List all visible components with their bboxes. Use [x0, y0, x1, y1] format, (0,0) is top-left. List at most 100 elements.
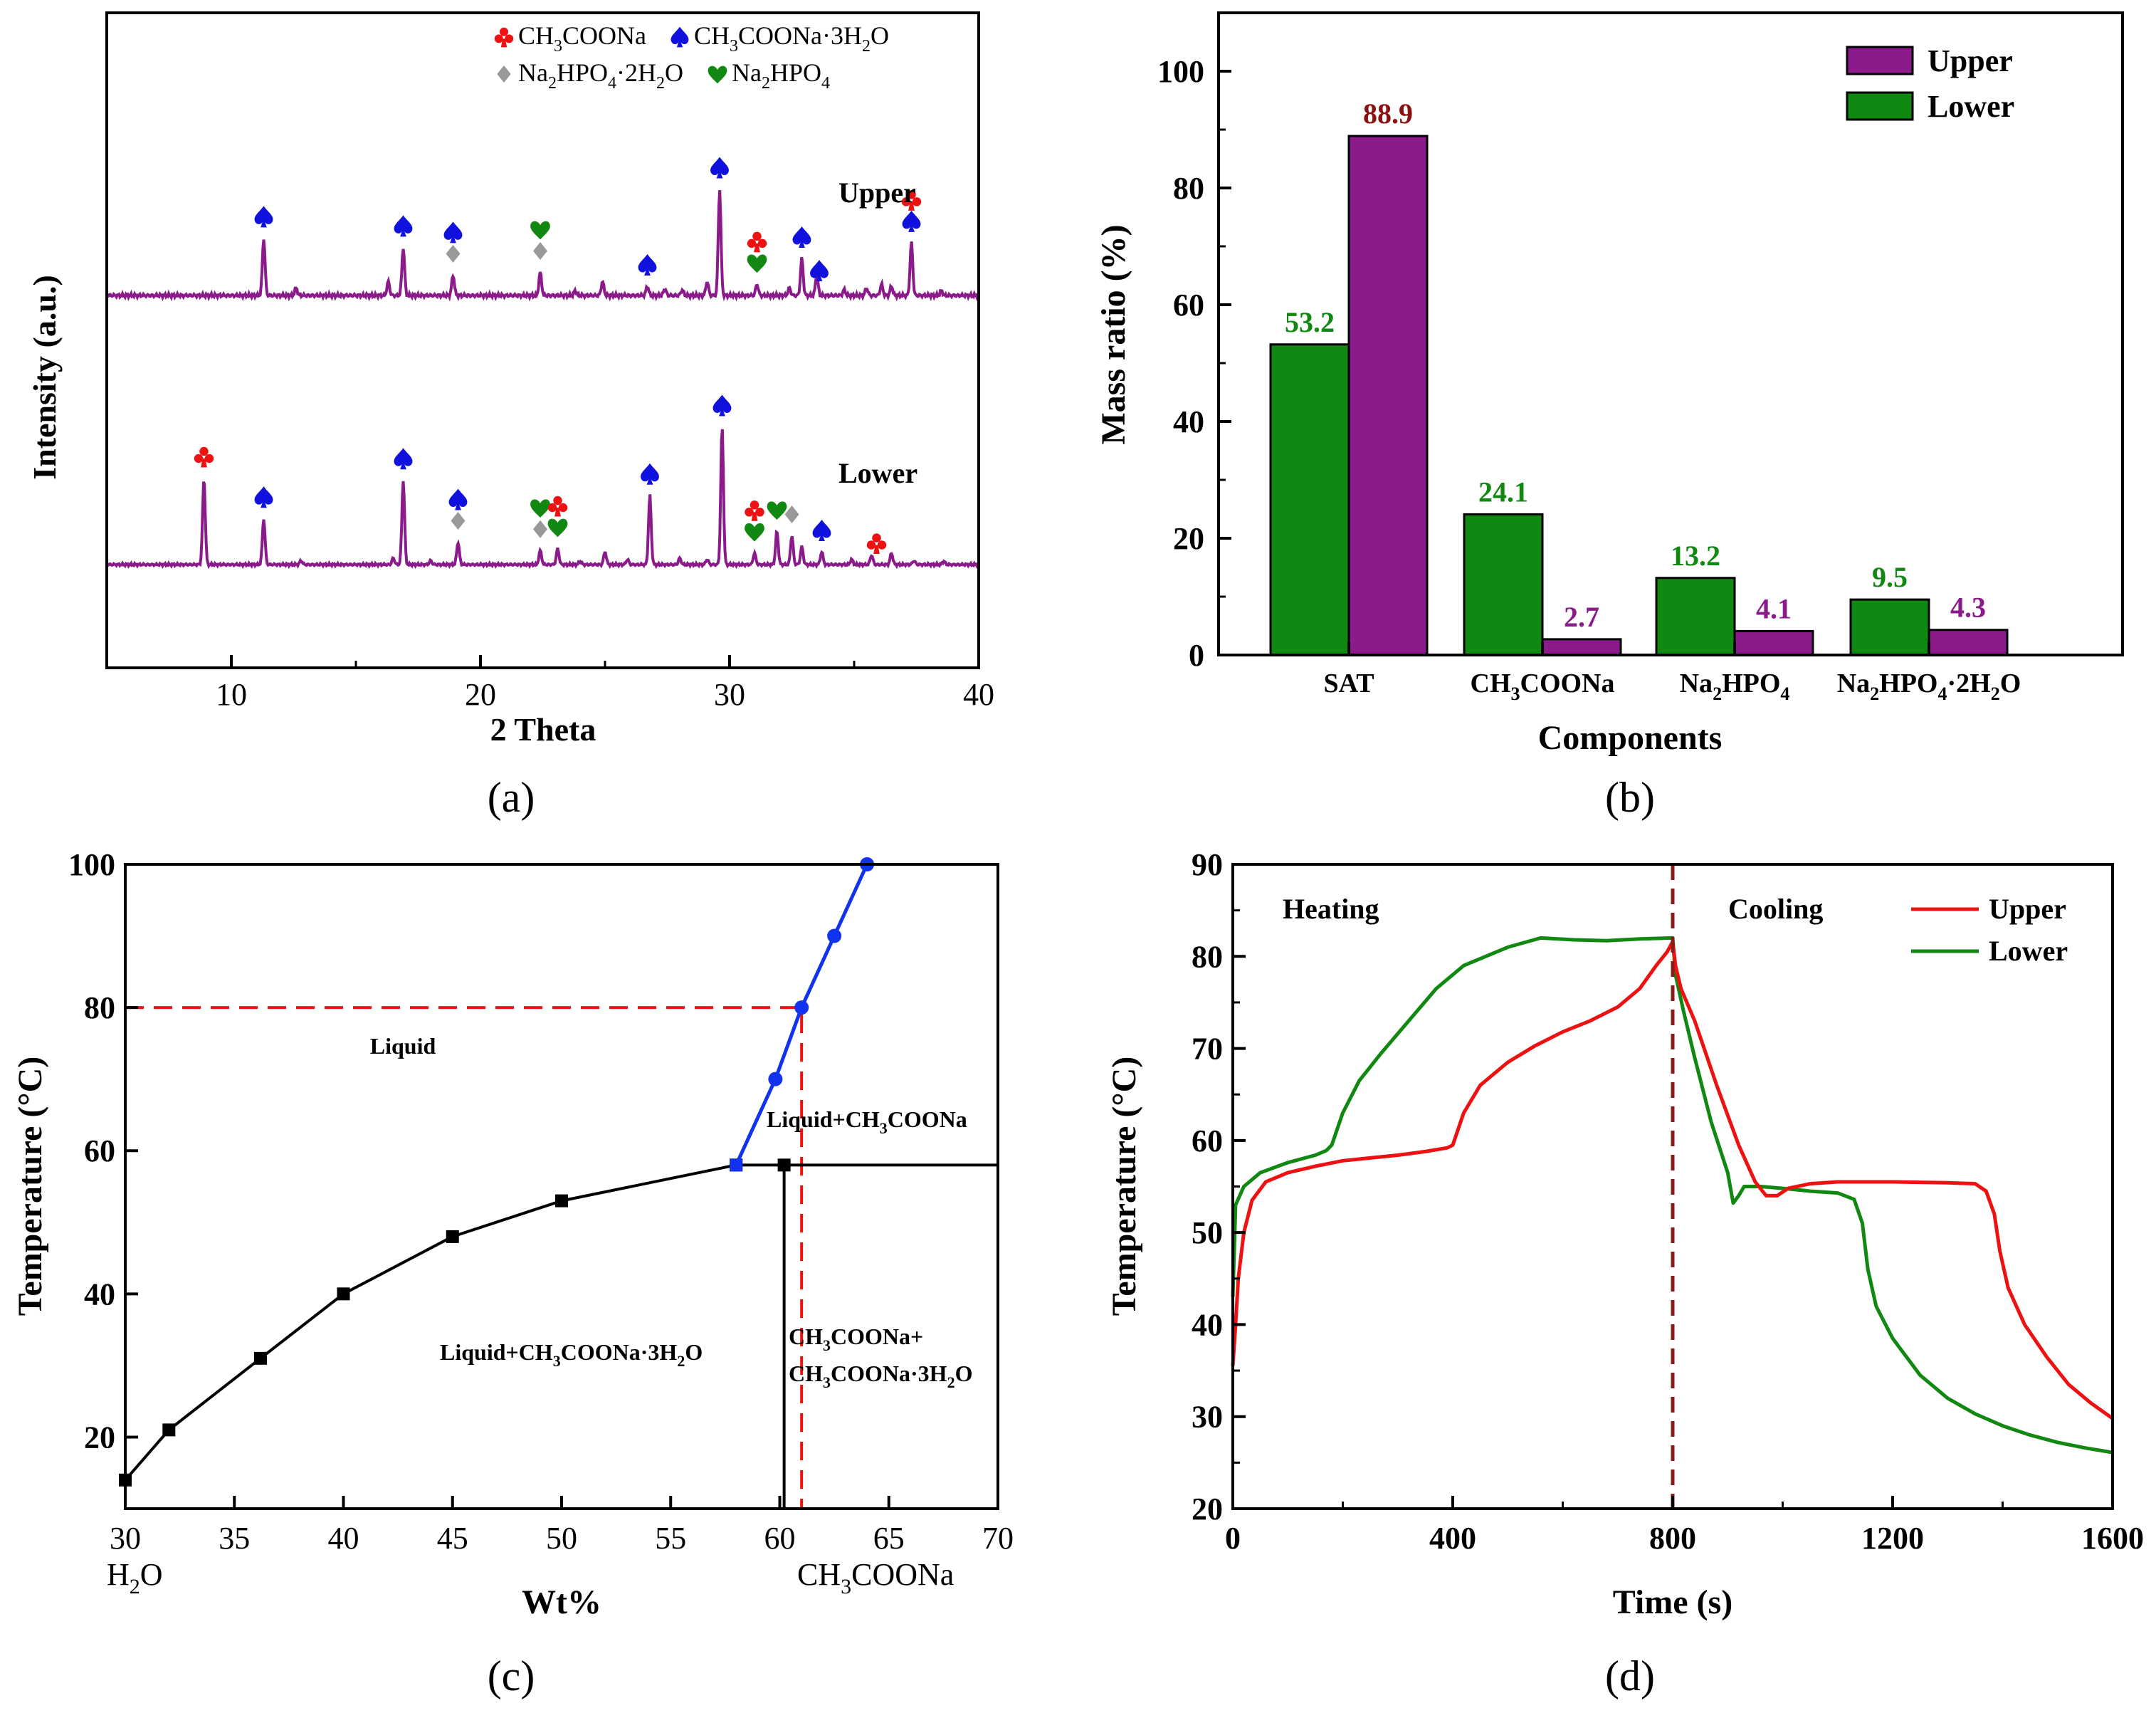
bar-lower: [1849, 598, 1930, 656]
spade-icon: [712, 394, 732, 417]
bar-lower: [1269, 343, 1350, 656]
subscript: 4: [1780, 683, 1789, 704]
club-lobe: [755, 508, 764, 517]
x-end-label-h2o: H2O: [107, 1557, 163, 1598]
formula-text: CH: [789, 1324, 823, 1349]
bar-upper: [1541, 638, 1622, 656]
bar-upper: [1928, 629, 2009, 656]
x-tick-label: 55: [655, 1521, 686, 1556]
club-stem: [754, 243, 760, 253]
spade-shape: [792, 226, 811, 248]
formula-text: SAT: [1323, 669, 1374, 698]
subscript: 3: [1511, 683, 1520, 704]
region-liquid-ch3coona: Liquid+CH3COONa: [767, 1106, 967, 1137]
heart-shape: [530, 499, 550, 518]
club-lobe: [747, 239, 757, 248]
diamond-icon: [533, 242, 547, 260]
club-stem: [751, 512, 758, 521]
spade-icon: [812, 520, 831, 541]
panel-c-ylabel: Temperature (°C): [11, 1057, 49, 1316]
formula-text: COONa·3H: [738, 21, 862, 50]
club-lobe: [558, 503, 568, 513]
club-lobe: [505, 34, 514, 43]
bar-label-lower: 24.1: [1478, 476, 1528, 508]
region-liquid: Liquid: [370, 1033, 436, 1059]
panel-a-frame: [105, 11, 980, 669]
x-tick-label: 45: [437, 1521, 468, 1556]
data-point-square: [730, 1158, 743, 1172]
panel-b-letter: (b): [1605, 774, 1655, 821]
x-tick-label: 60: [764, 1521, 796, 1556]
y-tick-label: 80: [1173, 171, 1204, 206]
diamond-shape: [497, 66, 511, 83]
club-icon: [494, 27, 514, 48]
subscript: 2: [130, 1575, 140, 1598]
bar-upper: [1733, 629, 1814, 656]
formula-text: HPO: [557, 58, 608, 87]
y-tick-label: 40: [1173, 404, 1204, 439]
spade-icon: [638, 254, 657, 276]
y-tick-label: 20: [1173, 521, 1204, 556]
bar-label-upper: 2.7: [1564, 601, 1599, 633]
xrd-trace-upper: [105, 189, 980, 302]
panel-d-legend: Upper Lower: [1911, 893, 2068, 967]
x-tick-label: 65: [873, 1521, 905, 1556]
club-lobe: [494, 34, 503, 43]
diamond-icon: [451, 512, 466, 530]
data-point-square: [777, 1158, 791, 1172]
heart-icon: [708, 66, 727, 84]
data-point-square: [162, 1423, 176, 1437]
spade-icon: [641, 463, 659, 485]
club-icon: [194, 446, 214, 468]
formula-text: Na: [518, 58, 548, 87]
club-stem: [908, 201, 915, 211]
club-lobe: [199, 446, 209, 456]
club-icon: [547, 496, 568, 517]
legend-label-upper: Upper: [1989, 893, 2066, 925]
data-point-circle: [768, 1072, 783, 1086]
spade-icon: [810, 260, 829, 282]
legend-label-club: CH3COONa: [518, 21, 646, 56]
data-point-square: [337, 1287, 350, 1301]
subscript: 3: [823, 1336, 831, 1354]
club-lobe: [866, 540, 876, 550]
panel-a-lower-label: Lower: [838, 457, 917, 489]
xrd-trace-lower: [105, 429, 979, 570]
formula-text: Liquid+CH: [440, 1339, 553, 1365]
spade-shape: [254, 486, 273, 508]
data-point-circle: [794, 1000, 809, 1015]
temperature-curve-upper: [1231, 940, 2114, 1420]
heart-shape: [767, 501, 787, 520]
heart-shape: [708, 66, 727, 84]
y-tick-label: 60: [1192, 1123, 1223, 1158]
diamond-shape: [533, 520, 547, 538]
spade-shape: [712, 394, 732, 417]
panel-d-ylabel: Temperature (°C): [1105, 1057, 1143, 1316]
legend-label-heart: Na2HPO4: [732, 58, 830, 93]
bar-upper: [1347, 135, 1429, 656]
y-tick-label: 100: [68, 847, 115, 882]
x-tick-label: 40: [328, 1521, 359, 1556]
subscript: 3: [553, 1352, 561, 1370]
panel-b-ylabel: Mass ratio (%): [1095, 224, 1132, 444]
spade-shape: [710, 157, 729, 179]
formula-text: CH: [518, 21, 554, 50]
trihydrate-liquidus-line: [124, 1163, 737, 1482]
y-tick-label: 40: [1192, 1307, 1223, 1342]
formula-text: H: [107, 1557, 130, 1592]
diamond-icon: [784, 505, 799, 523]
spade-shape: [671, 26, 689, 48]
formula-text: COONa+: [831, 1324, 923, 1349]
x-tick-label: 1200: [1861, 1521, 1924, 1556]
spade-icon: [394, 215, 413, 237]
bar-lower: [1655, 577, 1736, 656]
club-lobe: [907, 190, 916, 199]
category-label: Na2HPO4·2H2O: [1837, 669, 2021, 704]
heart-shape: [745, 523, 764, 542]
diamond-icon: [533, 520, 547, 538]
legend-label-spade: CH3COONa·3H2O: [694, 21, 889, 56]
heart-icon: [530, 221, 550, 240]
legend-label-lower: Lower: [1989, 935, 2068, 967]
panel-c-frame: [124, 863, 999, 1510]
